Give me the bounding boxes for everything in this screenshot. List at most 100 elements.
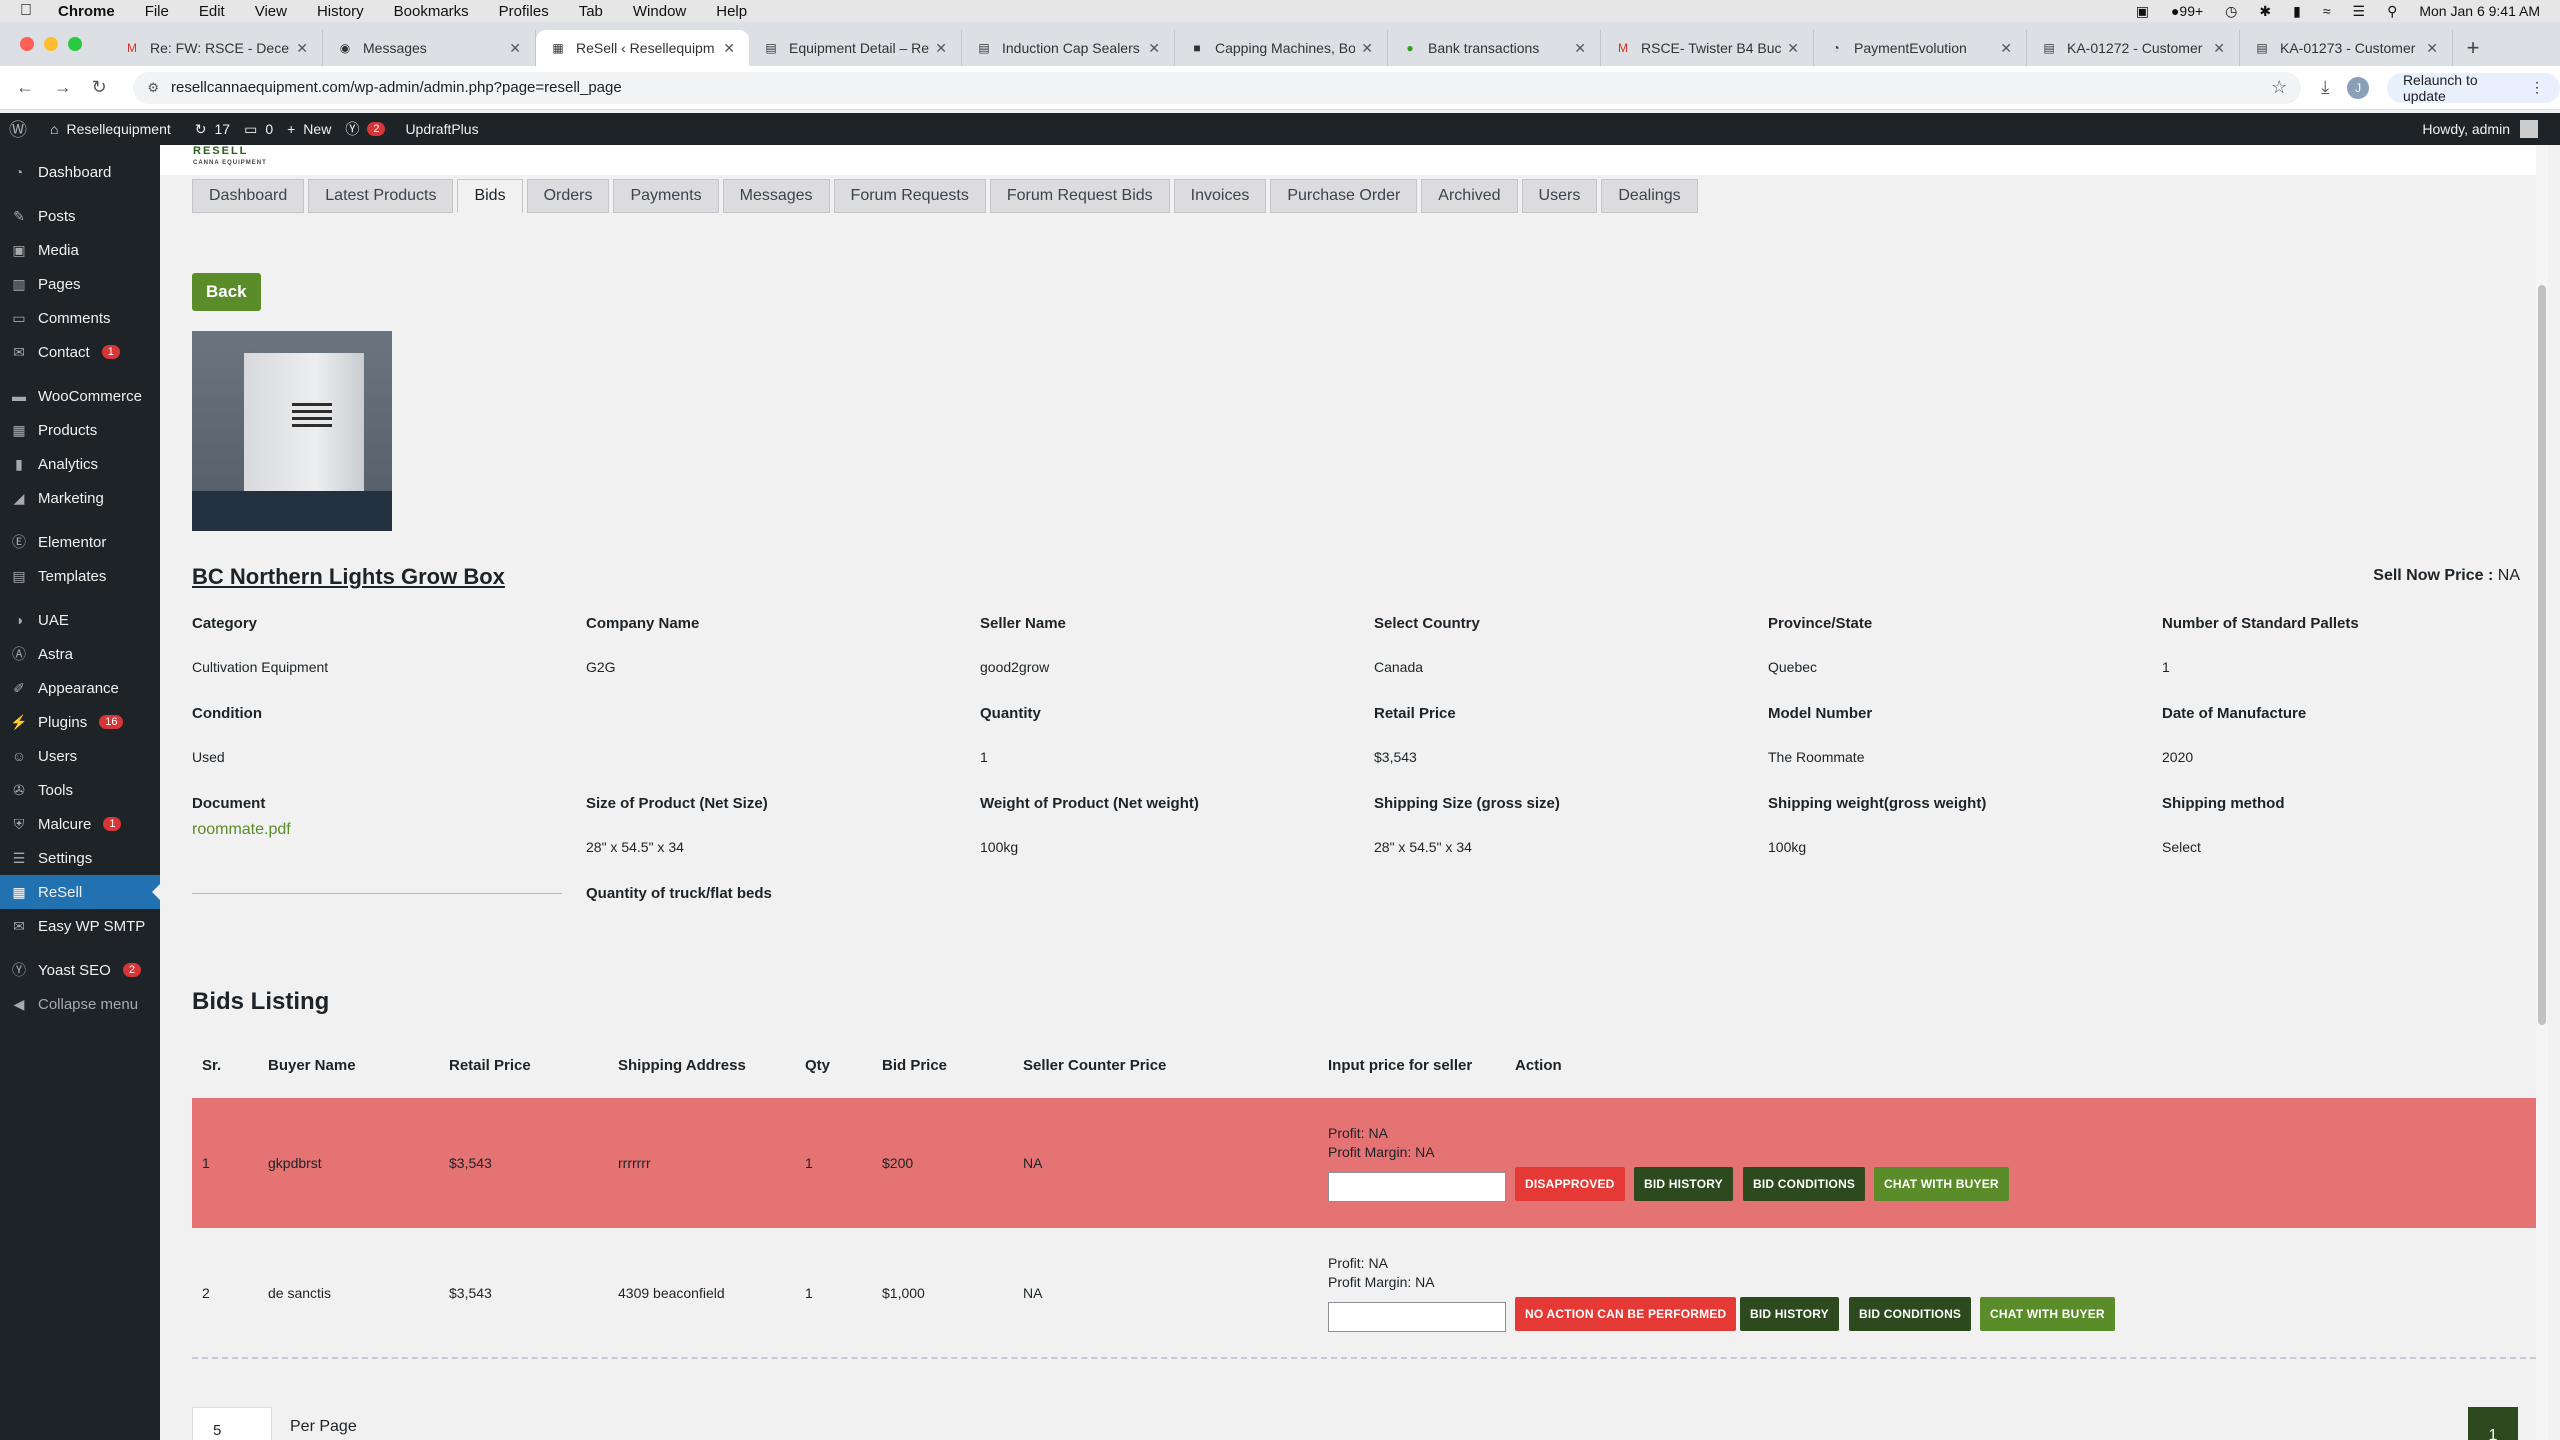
bid-conditions-button[interactable]: BID CONDITIONS — [1849, 1297, 1972, 1331]
document-link[interactable]: roommate.pdf — [192, 821, 291, 838]
sidebar-item-media[interactable]: ▣ Media — [0, 233, 160, 267]
tab-payments[interactable]: Payments — [613, 179, 719, 213]
close-tab-icon[interactable]: ✕ — [296, 39, 308, 56]
menu-history[interactable]: History — [316, 2, 364, 20]
browser-tab-7[interactable]: M RSCE- Twister B4 Bucke ✕ — [1601, 30, 1814, 66]
sidebar-item-elementor[interactable]: Ⓔ Elementor — [0, 525, 160, 559]
battery-icon[interactable]: ▮ — [2293, 2, 2301, 19]
seller-price-input[interactable] — [1328, 1302, 1506, 1332]
close-tab-icon[interactable]: ✕ — [1361, 39, 1373, 56]
tab-messages[interactable]: Messages — [722, 179, 830, 213]
browser-tab-0[interactable]: M Re: FW: RSCE - Decemb ✕ — [110, 30, 323, 66]
page-button-1[interactable]: 1 — [2468, 1407, 2518, 1440]
download-icon[interactable]: ⤓ — [2321, 77, 2330, 97]
browser-tab-2[interactable]: ▦ ReSell ‹ Resellequipm ✕ — [536, 30, 749, 66]
sidebar-item-malcure[interactable]: ⛨ Malcure 1 — [0, 807, 160, 841]
close-tab-icon[interactable]: ✕ — [509, 39, 521, 56]
browser-tab-3[interactable]: ▤ Equipment Detail – Resell ✕ — [749, 30, 962, 66]
tab-invoices[interactable]: Invoices — [1173, 179, 1267, 213]
menu-window[interactable]: Window — [632, 2, 687, 20]
sidebar-item-pages[interactable]: ▥ Pages — [0, 267, 160, 301]
search-icon[interactable]: ⚲ — [2387, 2, 2398, 19]
close-tab-icon[interactable]: ✕ — [2426, 39, 2438, 56]
sidebar-item-dashboard[interactable]: ◔ Dashboard — [0, 155, 160, 189]
browser-tab-4[interactable]: ▤ Induction Cap Sealers | In ✕ — [962, 30, 1175, 66]
comments-link[interactable]: ▭ 0 — [244, 121, 273, 138]
relaunch-button[interactable]: Relaunch to update ⋮ — [2386, 72, 2560, 104]
account-menu[interactable]: Howdy, admin — [2422, 120, 2538, 138]
menu-profiles[interactable]: Profiles — [498, 2, 549, 20]
tab-archived[interactable]: Archived — [1421, 179, 1518, 213]
browser-tab-9[interactable]: ▤ KA-01272 - Customer Se ✕ — [2027, 30, 2240, 66]
sidebar-item-uae[interactable]: ◑ UAE — [0, 603, 160, 637]
bid-conditions-button[interactable]: BID CONDITIONS — [1743, 1167, 1866, 1201]
chat-with-buyer-button[interactable]: CHAT WITH BUYER — [1874, 1167, 2009, 1201]
menu-edit[interactable]: Edit — [198, 2, 225, 20]
wechat-icon[interactable]: ●99+ — [2170, 3, 2204, 19]
product-title[interactable]: BC Northern Lights Grow Box — [192, 564, 505, 589]
menu-help[interactable]: Help — [716, 2, 748, 20]
tab-purchase-order[interactable]: Purchase Order — [1270, 179, 1418, 213]
sidebar-item-posts[interactable]: ✎ Posts — [0, 199, 160, 233]
site-info-icon[interactable]: ⚙ — [147, 79, 159, 95]
close-tab-icon[interactable]: ✕ — [1787, 39, 1799, 56]
close-tab-icon[interactable]: ✕ — [723, 39, 735, 56]
sidebar-item-yoast[interactable]: Ⓨ Yoast SEO 2 — [0, 953, 160, 987]
per-page-input[interactable]: 5 — [192, 1407, 272, 1440]
menu-view[interactable]: View — [254, 2, 287, 20]
wifi-icon[interactable]: ≈ — [2322, 3, 2331, 19]
reload-icon[interactable]: ↻ — [91, 77, 107, 97]
tab-latest-products[interactable]: Latest Products — [308, 179, 454, 213]
seller-price-input[interactable] — [1328, 1172, 1506, 1202]
new-tab-button[interactable]: + — [2466, 35, 2480, 60]
sidebar-item-analytics[interactable]: ▮ Analytics — [0, 447, 160, 481]
tab-dealings[interactable]: Dealings — [1601, 179, 1698, 213]
tab-bids[interactable]: Bids — [457, 179, 523, 213]
updates-link[interactable]: ↻ 17 — [195, 121, 230, 138]
sidebar-collapse-menu[interactable]: ◀ Collapse menu — [0, 987, 160, 1021]
page-scrollbar[interactable] — [2536, 145, 2548, 1440]
tab-users[interactable]: Users — [1521, 179, 1598, 213]
wordpress-icon[interactable]: Ⓦ — [9, 120, 27, 140]
browser-tab-10[interactable]: ▤ KA-01273 - Customer Se ✕ — [2240, 30, 2453, 66]
sidebar-item-users[interactable]: ☺ Users — [0, 739, 160, 773]
yoast-link[interactable]: Ⓨ 2 — [345, 119, 386, 139]
menu-file[interactable]: File — [144, 2, 169, 20]
browser-tab-1[interactable]: ◉ Messages ✕ — [323, 30, 536, 66]
product-image[interactable] — [192, 331, 392, 531]
sidebar-item-contact[interactable]: ✉ Contact 1 — [0, 335, 160, 369]
browser-tab-6[interactable]: ● Bank transactions ✕ — [1388, 30, 1601, 66]
tab-dashboard[interactable]: Dashboard — [192, 179, 305, 213]
sidebar-item-astra[interactable]: Ⓐ Astra — [0, 637, 160, 671]
close-tab-icon[interactable]: ✕ — [935, 39, 947, 56]
tab-forum-requests[interactable]: Forum Requests — [833, 179, 986, 213]
new-content-link[interactable]: + New — [287, 121, 331, 137]
back-arrow-icon[interactable]: ← — [16, 77, 34, 97]
menu-app[interactable]: Chrome — [58, 2, 115, 20]
close-tab-icon[interactable]: ✕ — [1148, 39, 1160, 56]
close-tab-icon[interactable]: ✕ — [2213, 39, 2225, 56]
sidebar-item-smtp[interactable]: ✉ Easy WP SMTP — [0, 909, 160, 943]
sidebar-item-resell[interactable]: ▦ ReSell — [0, 875, 160, 909]
status-app-icon[interactable]: ▣ — [2135, 2, 2149, 19]
sidebar-item-products[interactable]: ▦ Products — [0, 413, 160, 447]
menu-bookmarks[interactable]: Bookmarks — [393, 2, 469, 20]
back-button[interactable]: Back — [192, 273, 261, 311]
zoom-window-button[interactable] — [68, 37, 82, 51]
profile-avatar[interactable]: J — [2347, 76, 2369, 99]
bookmark-star-icon[interactable]: ☆ — [2271, 77, 2288, 97]
site-name-link[interactable]: ⌂ Resellequipment — [50, 121, 171, 137]
sidebar-item-settings[interactable]: ☰ Settings — [0, 841, 160, 875]
close-window-button[interactable] — [20, 37, 34, 51]
close-tab-icon[interactable]: ✕ — [1574, 39, 1586, 56]
address-bar[interactable]: ⚙ resellcannaequipment.com/wp-admin/admi… — [133, 71, 2302, 104]
sidebar-item-templates[interactable]: ▤ Templates — [0, 559, 160, 593]
clock-icon[interactable]: ◷ — [2225, 2, 2238, 19]
tab-orders[interactable]: Orders — [526, 179, 610, 213]
bluetooth-icon[interactable]: ✱ — [2259, 2, 2272, 19]
sidebar-item-comments[interactable]: ▭ Comments — [0, 301, 160, 335]
tab-forum-request-bids[interactable]: Forum Request Bids — [989, 179, 1170, 213]
sidebar-item-tools[interactable]: ✇ Tools — [0, 773, 160, 807]
scrollbar-thumb[interactable] — [2538, 285, 2546, 1025]
browser-tab-8[interactable]: ◔ PaymentEvolution ✕ — [1814, 30, 2027, 66]
